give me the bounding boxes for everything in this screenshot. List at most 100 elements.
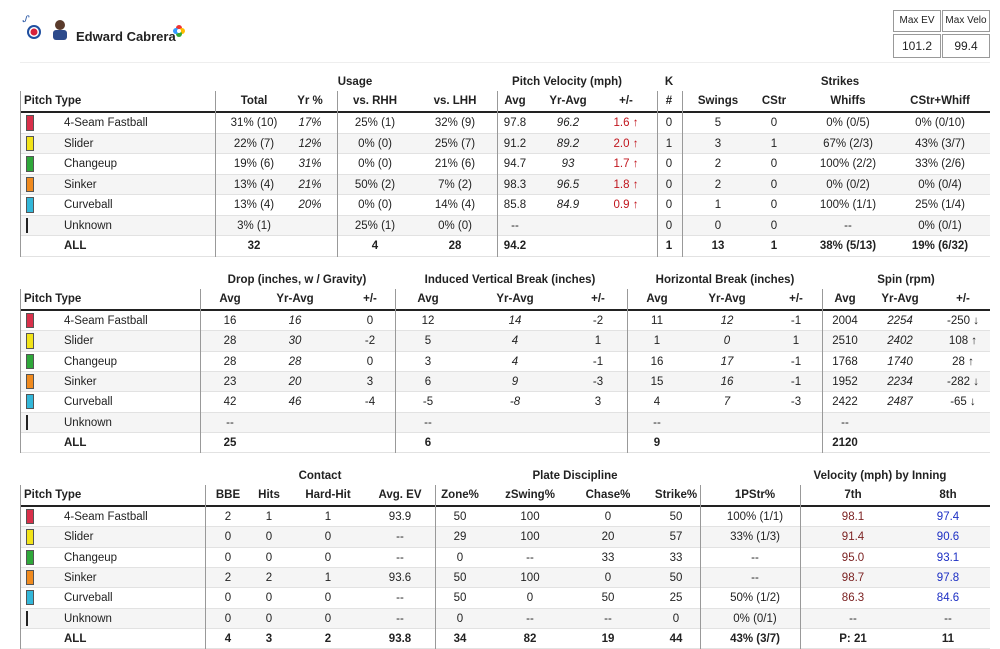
column-header: Avg bbox=[417, 293, 439, 305]
cell: 16 bbox=[288, 315, 302, 327]
cell: 2 bbox=[265, 571, 273, 584]
cell: 2254 bbox=[887, 315, 913, 327]
cell: 23 bbox=[223, 375, 237, 388]
cell: 1 bbox=[770, 137, 778, 150]
column-header: +/- bbox=[363, 293, 377, 305]
header-rule bbox=[20, 505, 990, 507]
column-header: CStr bbox=[761, 95, 787, 107]
cell: 12% bbox=[298, 137, 322, 150]
row-rule bbox=[20, 411, 990, 413]
cell: 16 bbox=[650, 355, 664, 368]
cell: -3 bbox=[790, 396, 802, 409]
column-header: vs. RHH bbox=[352, 95, 398, 107]
row-shade bbox=[20, 371, 990, 392]
column-header: CStr+Whiff bbox=[910, 95, 970, 107]
cell: 0 bbox=[224, 592, 232, 605]
stat-label: Max EV bbox=[893, 10, 941, 32]
group-header: Horizontal Break (inches) bbox=[655, 274, 795, 286]
cell: 12 bbox=[720, 315, 734, 327]
cell: 0 bbox=[770, 158, 778, 170]
cell: 0 bbox=[366, 355, 374, 368]
cell: 44 bbox=[669, 632, 683, 645]
cell: 2 bbox=[714, 178, 722, 191]
column-border bbox=[627, 289, 628, 454]
cell: 0 bbox=[265, 551, 273, 564]
cell: 32% (9) bbox=[434, 117, 476, 129]
pitch-type: 4-Seam Fastball bbox=[64, 511, 148, 523]
row-rule bbox=[20, 546, 990, 548]
row-rule bbox=[20, 255, 990, 257]
cell: 50% (2) bbox=[354, 178, 396, 191]
column-header: Yr-Avg bbox=[881, 293, 919, 305]
column-header: 1PStr% bbox=[734, 489, 776, 501]
cell: 0 bbox=[770, 117, 778, 129]
cell: 38% (5/13) bbox=[819, 240, 877, 252]
cell: -- bbox=[424, 416, 432, 429]
cell: 1.6 ↑ bbox=[613, 117, 639, 129]
column-header: Avg bbox=[834, 293, 856, 305]
cell: 0% (0) bbox=[438, 219, 472, 232]
cell: 17 bbox=[720, 355, 734, 368]
column-border bbox=[800, 485, 801, 649]
column-header: Swings bbox=[697, 95, 739, 107]
cell: -- bbox=[396, 531, 404, 544]
cell: 0% (0) bbox=[358, 199, 392, 211]
column-border bbox=[682, 91, 683, 257]
pitch-type: Slider bbox=[64, 137, 94, 150]
cell: 0 bbox=[604, 571, 612, 584]
pitch-type: Sinker bbox=[64, 178, 97, 191]
cell: 28 bbox=[223, 355, 237, 368]
cell: -8 bbox=[509, 396, 521, 409]
cell: 17% bbox=[298, 117, 322, 129]
column-border bbox=[20, 91, 21, 257]
cell: 1 bbox=[324, 571, 332, 584]
column-header: Total bbox=[240, 95, 268, 107]
cell: -- bbox=[841, 416, 849, 429]
group-header: Velocity (mph) by Inning bbox=[813, 470, 947, 482]
cell: -5 bbox=[422, 396, 434, 409]
cell: 98.1 bbox=[841, 511, 865, 523]
cell: 0 bbox=[324, 551, 332, 564]
cell: -- bbox=[849, 612, 857, 625]
cell: -3 bbox=[592, 375, 604, 388]
cell: 28 bbox=[448, 240, 462, 252]
cell: 2120 bbox=[832, 436, 858, 449]
pitch-type: ALL bbox=[64, 240, 87, 252]
pitch-type: ALL bbox=[64, 632, 87, 645]
cell: -- bbox=[526, 612, 534, 625]
cell: 19% (6) bbox=[233, 158, 275, 170]
cell: 4 bbox=[371, 240, 379, 252]
row-shade bbox=[20, 174, 990, 194]
cell: 0 bbox=[672, 612, 680, 625]
cell: -250 ↓ bbox=[947, 315, 979, 327]
pitch-color bbox=[26, 135, 34, 151]
row-rule bbox=[20, 235, 990, 236]
group-header: Strikes bbox=[820, 76, 860, 88]
cell: -- bbox=[526, 551, 534, 564]
cell: 3% (1) bbox=[237, 219, 271, 232]
cell: 6 bbox=[424, 375, 432, 388]
cell: 2 bbox=[714, 158, 722, 170]
column-header: Avg bbox=[646, 293, 668, 305]
cell: 0 bbox=[665, 219, 673, 232]
cell: 25 bbox=[223, 436, 237, 449]
stat-label: Max Velo bbox=[942, 10, 990, 32]
cell: 1 bbox=[714, 199, 722, 211]
cell: 0 bbox=[324, 531, 332, 544]
pitch-color bbox=[26, 176, 34, 192]
row-rule bbox=[20, 214, 990, 216]
cell: 22% (7) bbox=[233, 137, 275, 150]
pitch-color bbox=[26, 549, 34, 565]
pitch-color bbox=[26, 509, 34, 525]
cell: 108 ↑ bbox=[948, 335, 978, 348]
cell: 2487 bbox=[887, 396, 913, 409]
cell: 32 bbox=[247, 240, 261, 252]
cell: 2.0 ↑ bbox=[613, 137, 639, 150]
cell: 97.4 bbox=[936, 511, 960, 523]
cell: 50 bbox=[669, 511, 683, 523]
cell: 50 bbox=[453, 511, 467, 523]
cell: 86.3 bbox=[841, 592, 865, 605]
cell: 2402 bbox=[887, 335, 913, 348]
cell: 3 bbox=[714, 137, 722, 150]
